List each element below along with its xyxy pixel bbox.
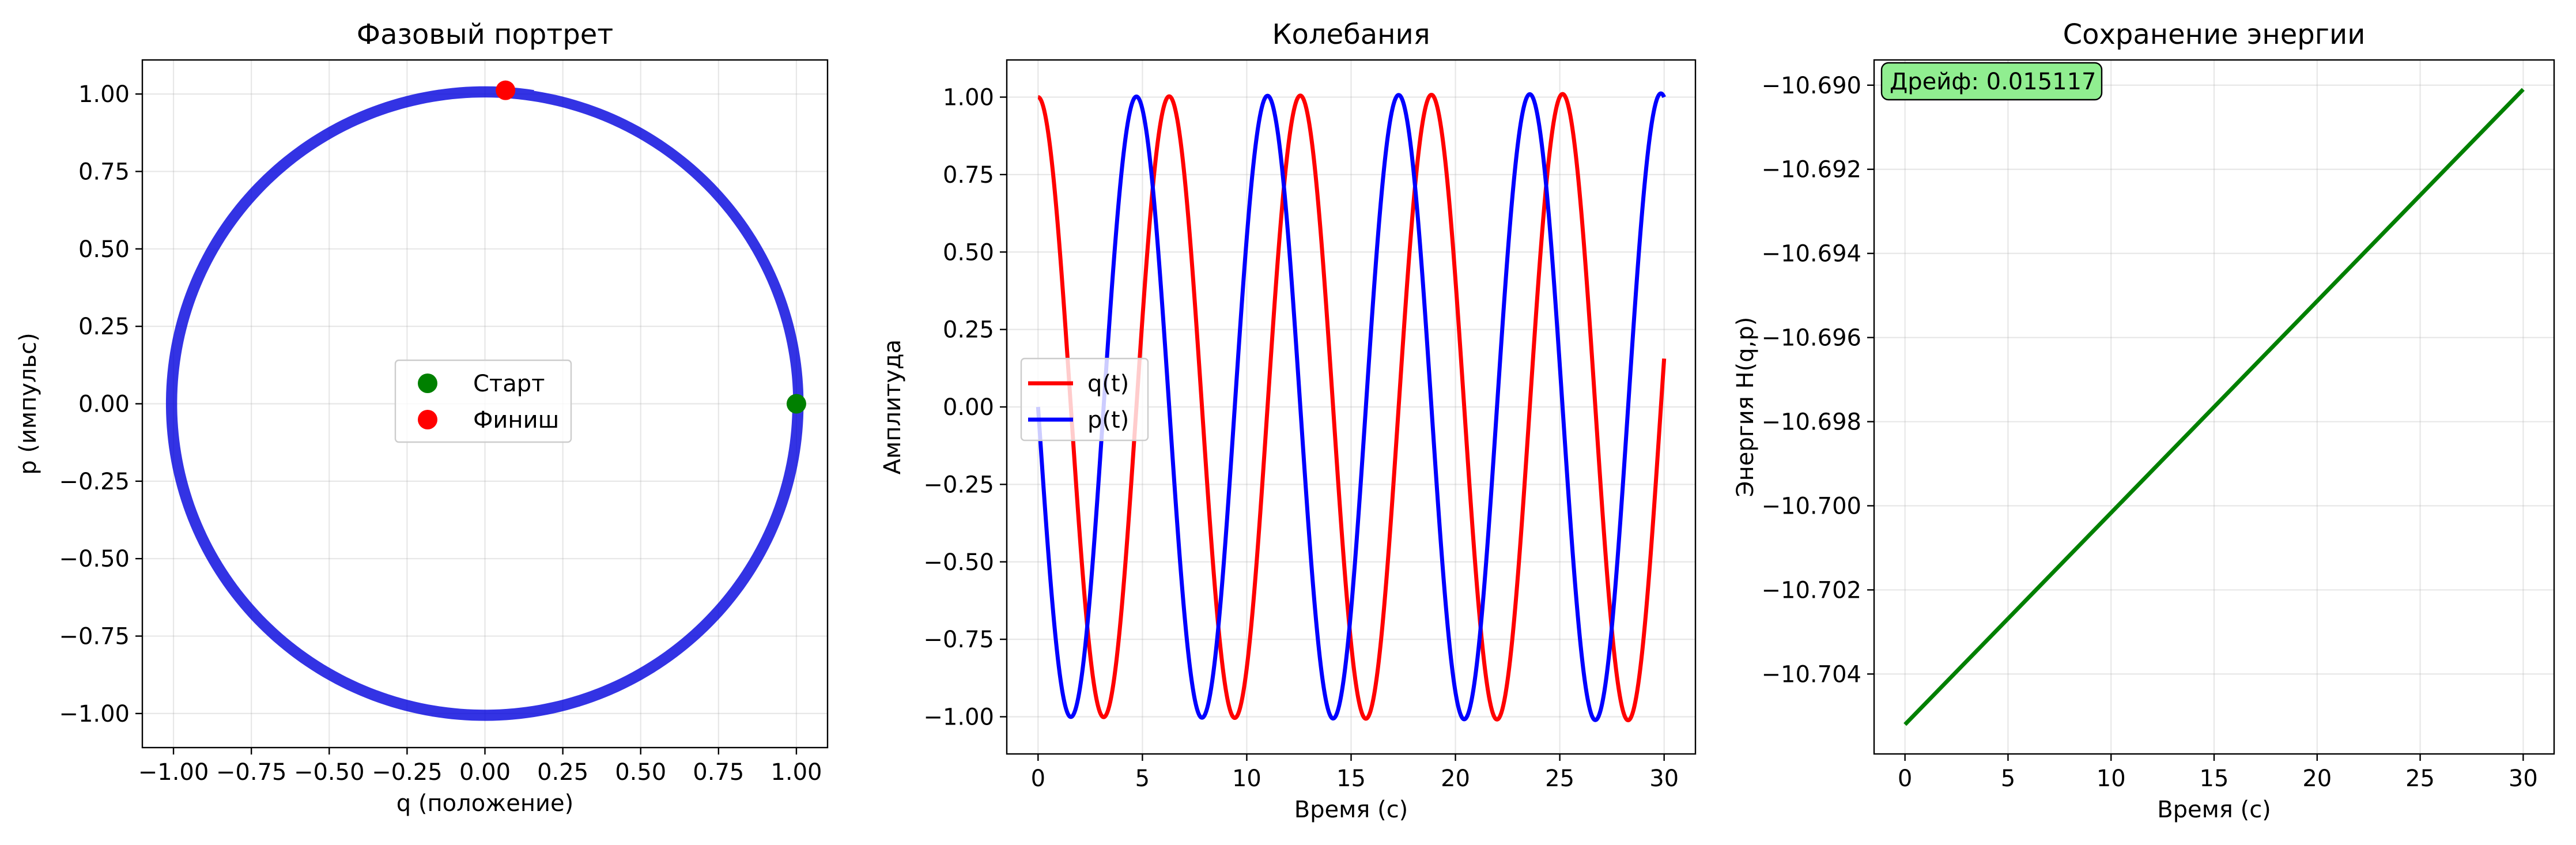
x-axis-label: Время (с) [2157, 797, 2271, 823]
drift-annotation-box [1880, 62, 2103, 101]
x-tick-label: 0.50 [615, 759, 666, 786]
x-tick-label: 25 [2405, 765, 2435, 792]
phase-portrait-panel: Фазовый портрет q (положение) p (импульс… [15, 18, 829, 817]
q-series-line [1036, 92, 1667, 723]
y-axis-label: Амплитуда [879, 339, 906, 474]
x-tick-label: −0.75 [216, 759, 287, 786]
y-tick-label: −1.00 [923, 704, 994, 731]
y-tick-label: 0.00 [943, 394, 994, 421]
y-tick-label: −10.704 [1762, 661, 1861, 688]
y-tick-label: −0.50 [923, 549, 994, 576]
y-tick-label: −10.702 [1762, 577, 1861, 603]
y-tick-label: 0.00 [78, 391, 130, 418]
x-tick-label: 20 [2302, 765, 2332, 792]
y-tick-label: −0.25 [923, 471, 994, 498]
x-tick-label: −1.00 [138, 759, 209, 786]
y-tick-label: 0.50 [943, 239, 994, 266]
y-axis-label: p (импульс) [15, 333, 41, 474]
x-tick-label: 15 [2200, 765, 2229, 792]
y-tick-label: −0.75 [923, 627, 994, 653]
x-tick-label: 5 [1135, 765, 1150, 792]
p-series-line [1036, 91, 1666, 722]
legend-label: q(t) [1087, 371, 1129, 397]
x-tick-label: 0 [1898, 765, 1912, 792]
x-tick-label: −0.25 [372, 759, 443, 786]
legend-box [394, 359, 572, 443]
y-tick-label: 1.00 [943, 85, 994, 111]
y-tick-label: 0.25 [78, 314, 130, 340]
x-tick-label: 10 [2097, 765, 2126, 792]
energy-conservation-panel: Сохранение энергии Время (с) Энергия H(q… [1732, 18, 2555, 823]
oscillations-panel: Колебания Время (с) Амплитуда 0 5 10 15 20 25… [879, 18, 1697, 823]
y-tick-label: −0.75 [59, 624, 130, 650]
legend-marker [418, 410, 437, 429]
x-axis-label: Время (с) [1294, 797, 1408, 823]
y-tick-label: 0.50 [78, 236, 130, 263]
chart-title: Фазовый портрет [357, 18, 613, 51]
x-tick-label: 1.00 [770, 759, 822, 786]
y-tick-label: −10.696 [1762, 325, 1861, 352]
x-tick-label: 5 [2001, 765, 2015, 792]
y-tick-label: 0.75 [943, 162, 994, 188]
axes-frame [1006, 59, 1697, 755]
finish-point [496, 80, 516, 100]
x-tick-label: 30 [2509, 765, 2538, 792]
axes-frame [141, 59, 829, 749]
y-tick-label: −10.700 [1762, 493, 1861, 519]
chart-title: Сохранение энергии [2063, 18, 2366, 51]
chart-title: Колебания [1272, 18, 1430, 51]
x-tick-label: 0.00 [459, 759, 511, 786]
x-axis-label: q (положение) [396, 790, 573, 817]
y-tick-label: −0.25 [59, 469, 130, 495]
y-tick-label: −10.690 [1762, 73, 1861, 99]
x-tick-label: 0.75 [693, 759, 744, 786]
y-tick-label: 0.25 [943, 317, 994, 344]
y-tick-label: 0.75 [78, 159, 130, 185]
phase-trajectory-line [165, 86, 804, 721]
legend-label: p(t) [1087, 407, 1129, 433]
x-tick-label: 25 [1545, 765, 1574, 792]
legend-label: Старт [473, 371, 545, 397]
y-tick-label: −10.694 [1762, 241, 1861, 267]
x-tick-label: −0.50 [294, 759, 365, 786]
x-tick-label: 0.25 [537, 759, 588, 786]
y-tick-label: −0.50 [59, 546, 130, 572]
axes-frame [1873, 59, 2555, 755]
y-tick-label: −1.00 [59, 701, 130, 727]
y-tick-label: −10.692 [1762, 157, 1861, 183]
x-tick-label: 0 [1031, 765, 1045, 792]
legend-label: Финиш [473, 407, 559, 433]
start-point [786, 394, 806, 414]
y-tick-label: 1.00 [78, 81, 130, 108]
x-tick-label: 30 [1649, 765, 1679, 792]
x-tick-label: 15 [1336, 765, 1366, 792]
x-tick-label: 10 [1232, 765, 1261, 792]
drift-annotation-text: Дрейф: 0.015117 [1890, 69, 2097, 95]
energy-series-line [1903, 88, 2525, 726]
x-tick-label: 20 [1441, 765, 1470, 792]
legend-marker [418, 374, 437, 393]
y-tick-label: −10.698 [1762, 409, 1861, 436]
y-axis-label: Энергия H(q,p) [1732, 317, 1759, 497]
